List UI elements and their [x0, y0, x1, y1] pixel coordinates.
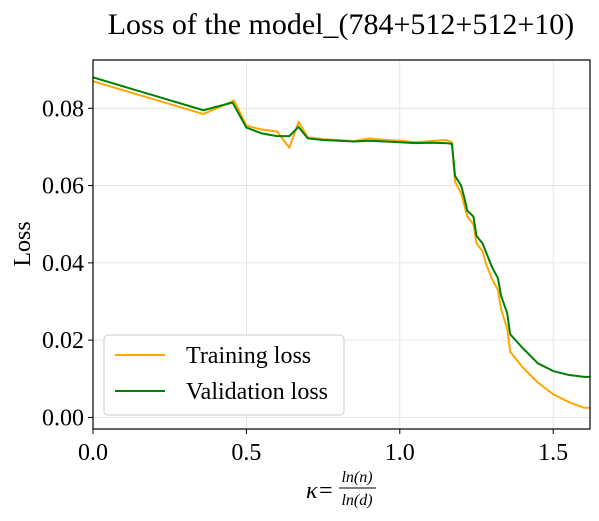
chart-title: Loss of the model_(784+512+512+10)	[108, 8, 575, 41]
y-tick-label: 0.08	[42, 96, 84, 122]
legend-label-validation: Validation loss	[186, 379, 328, 405]
y-tick-label: 0.06	[42, 174, 84, 200]
x-axis-ticks: 0.0 0.5 1.0 1.5	[78, 429, 568, 466]
y-axis-label: Loss	[10, 221, 36, 266]
y-tick-label: 0.02	[42, 328, 84, 354]
x-tick-label: 0.5	[231, 440, 261, 466]
x-axis-label-denominator: ln(d)	[341, 492, 372, 509]
x-axis-label-numerator: ln(n)	[341, 469, 372, 486]
legend: Training loss Validation loss	[103, 334, 345, 416]
x-tick-label: 1.0	[385, 440, 415, 466]
y-tick-label: 0.00	[42, 405, 84, 431]
y-tick-label: 0.04	[42, 251, 84, 277]
y-axis-ticks: 0.00 0.02 0.04 0.06 0.08	[42, 96, 93, 431]
series-line-validation-loss	[93, 76, 590, 378]
plot-frame	[92, 59, 591, 430]
x-axis-label-prefix: κ=	[306, 478, 334, 504]
x-tick-label: 1.5	[538, 440, 568, 466]
x-axis-label: κ= ln(n) ln(d)	[306, 469, 376, 509]
x-tick-label: 0.0	[78, 440, 108, 466]
series-layer	[93, 76, 590, 409]
legend-label-training: Training loss	[186, 343, 311, 369]
